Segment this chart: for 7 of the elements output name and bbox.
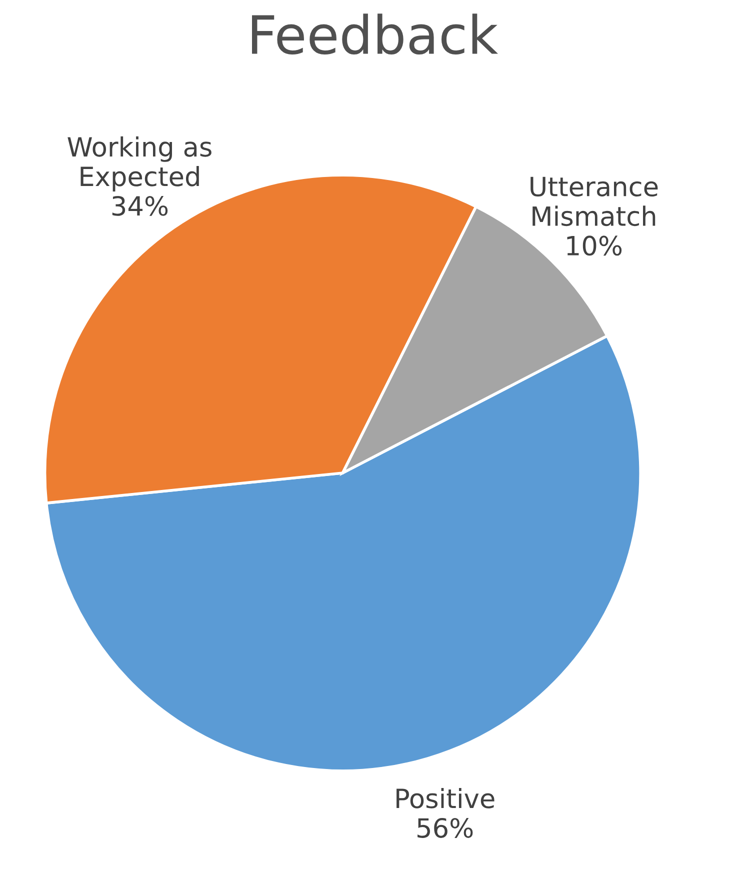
slice-label: Working as Expected xyxy=(68,136,212,192)
chart-title: Feedback xyxy=(252,14,498,55)
data-label: 10% xyxy=(567,236,622,256)
slice-label: Positive xyxy=(396,788,494,808)
data-label: 34% xyxy=(112,196,168,216)
slice-label: Utterance Mismatch xyxy=(530,176,658,226)
data-label: 56% xyxy=(418,818,473,838)
